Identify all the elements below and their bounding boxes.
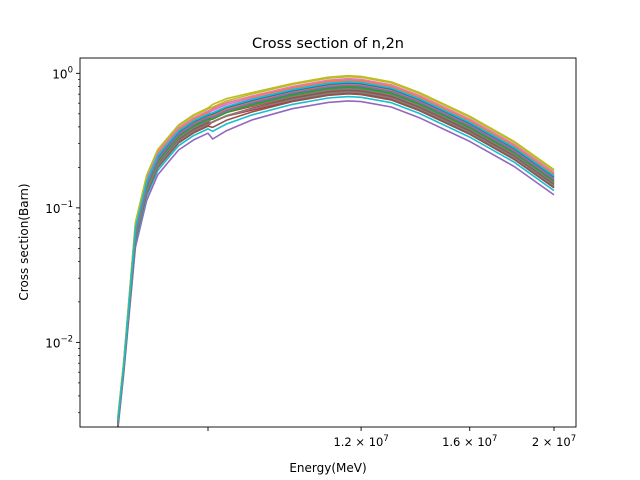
series-line-17: [117, 77, 555, 420]
x-tick-label-2: 1.2 × 107: [333, 434, 388, 449]
x-tick-label-3: 1.6 × 107: [442, 434, 497, 449]
plot-frame: [79, 57, 577, 428]
series-line-10: [117, 95, 555, 427]
series-line-15: [117, 84, 555, 423]
y-axis: 10−2 10−1 100: [45, 65, 80, 414]
series-line-18: [117, 91, 555, 426]
y-tick-label-1: 10−2: [45, 334, 73, 350]
x-axis-label: Energy(MeV): [289, 461, 366, 475]
chart-title: Cross section of n,2n: [252, 36, 404, 52]
y-tick-label-3: 100: [52, 65, 73, 81]
x-tick-label-4: 2 × 107: [532, 434, 576, 449]
y-axis-label: Cross section(Barn): [17, 183, 31, 300]
series-line-19: [117, 74, 555, 418]
series-line-20: [117, 81, 555, 421]
y-tick-label-2: 10−1: [45, 200, 73, 216]
x-axis: 1.2 × 107 1.6 × 107 2 × 107: [207, 427, 576, 449]
series-line-5: [117, 100, 555, 427]
plot-lines: [117, 74, 555, 427]
